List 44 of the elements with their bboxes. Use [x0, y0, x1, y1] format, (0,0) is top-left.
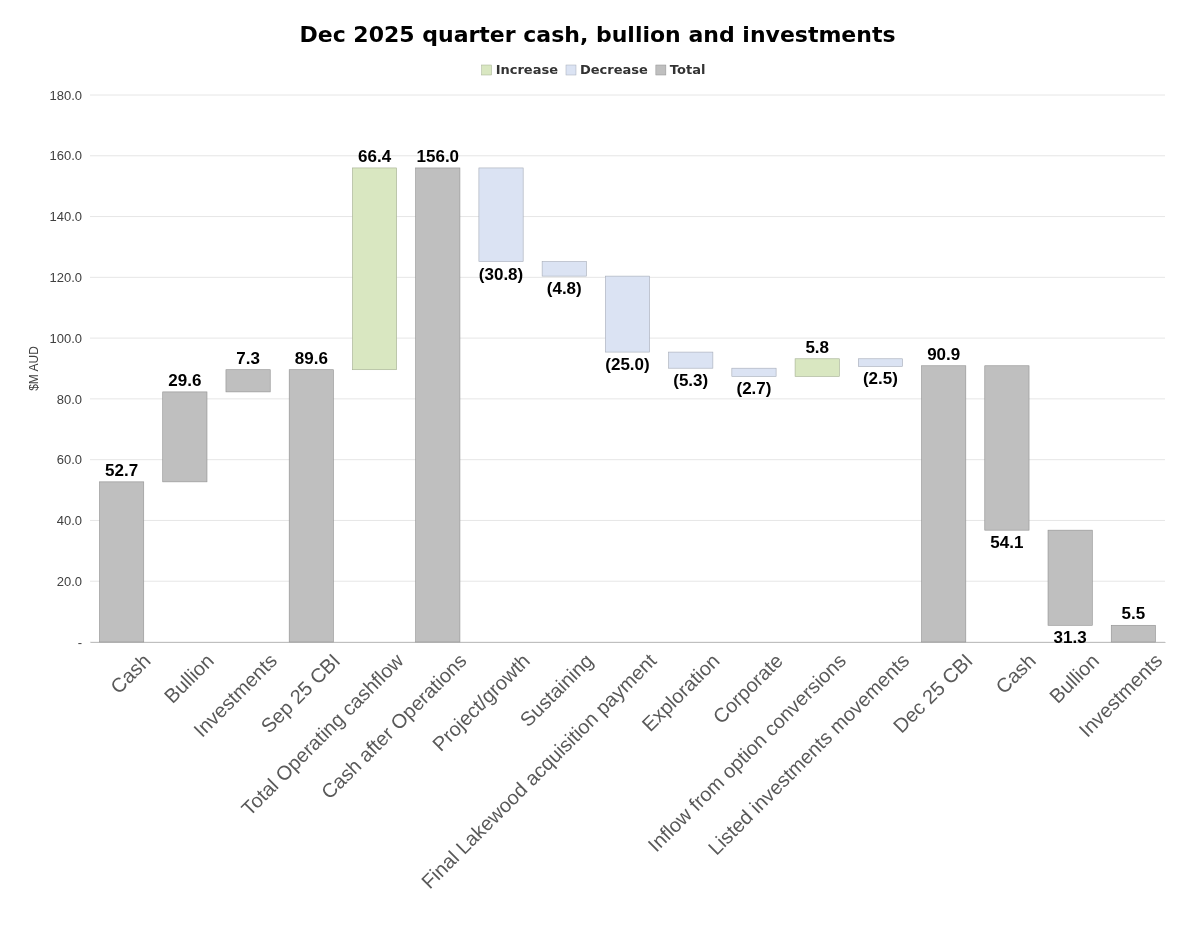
bar [668, 351, 714, 369]
bar [1047, 529, 1093, 626]
bar [478, 167, 524, 262]
y-tick-label: 80.0 [56, 391, 82, 407]
y-tick-label: 140.0 [49, 209, 82, 225]
y-tick-label: 120.0 [49, 269, 82, 285]
bar [541, 261, 587, 277]
chart-title: Dec 2025 quarter cash, bullion and investments [299, 22, 896, 47]
data-label: 66.4 [358, 146, 392, 166]
bar [352, 167, 397, 371]
legend-label: Total [669, 62, 706, 77]
data-label: 52.7 [105, 460, 139, 480]
legend-label: Decrease [579, 62, 649, 77]
data-label: 31.3 [1053, 628, 1087, 648]
data-label: (30.8) [478, 264, 524, 284]
data-label: 29.6 [168, 370, 202, 390]
data-label: 54.1 [990, 533, 1024, 553]
data-label: (4.8) [546, 279, 582, 299]
y-tick-label: 100.0 [49, 330, 82, 346]
bar [225, 369, 271, 393]
bar [162, 391, 208, 483]
data-label: (2.5) [862, 369, 898, 389]
y-tick-label: 160.0 [49, 148, 82, 164]
legend-label: Increase [495, 62, 559, 77]
data-label: (5.3) [673, 371, 709, 391]
data-label: 89.6 [294, 348, 328, 368]
y-tick-label: 20.0 [56, 573, 82, 589]
data-label: 5.5 [1121, 604, 1146, 624]
data-label: 5.8 [805, 337, 830, 357]
y-axis-title: $M AUD [27, 345, 41, 391]
data-label: 156.0 [416, 146, 460, 166]
y-tick-label: 60.0 [56, 452, 82, 468]
y-tick-label: 40.0 [56, 513, 82, 529]
bar [731, 367, 777, 377]
y-tick-label: - [77, 634, 82, 650]
y-tick-label: 180.0 [49, 87, 82, 103]
bar [605, 275, 650, 353]
data-label: (2.7) [736, 379, 772, 399]
bar [858, 358, 903, 367]
data-label: 90.9 [927, 344, 961, 364]
bar [794, 358, 840, 377]
data-label: 7.3 [236, 348, 260, 368]
data-label: (25.0) [605, 355, 650, 375]
bar [984, 365, 1030, 531]
